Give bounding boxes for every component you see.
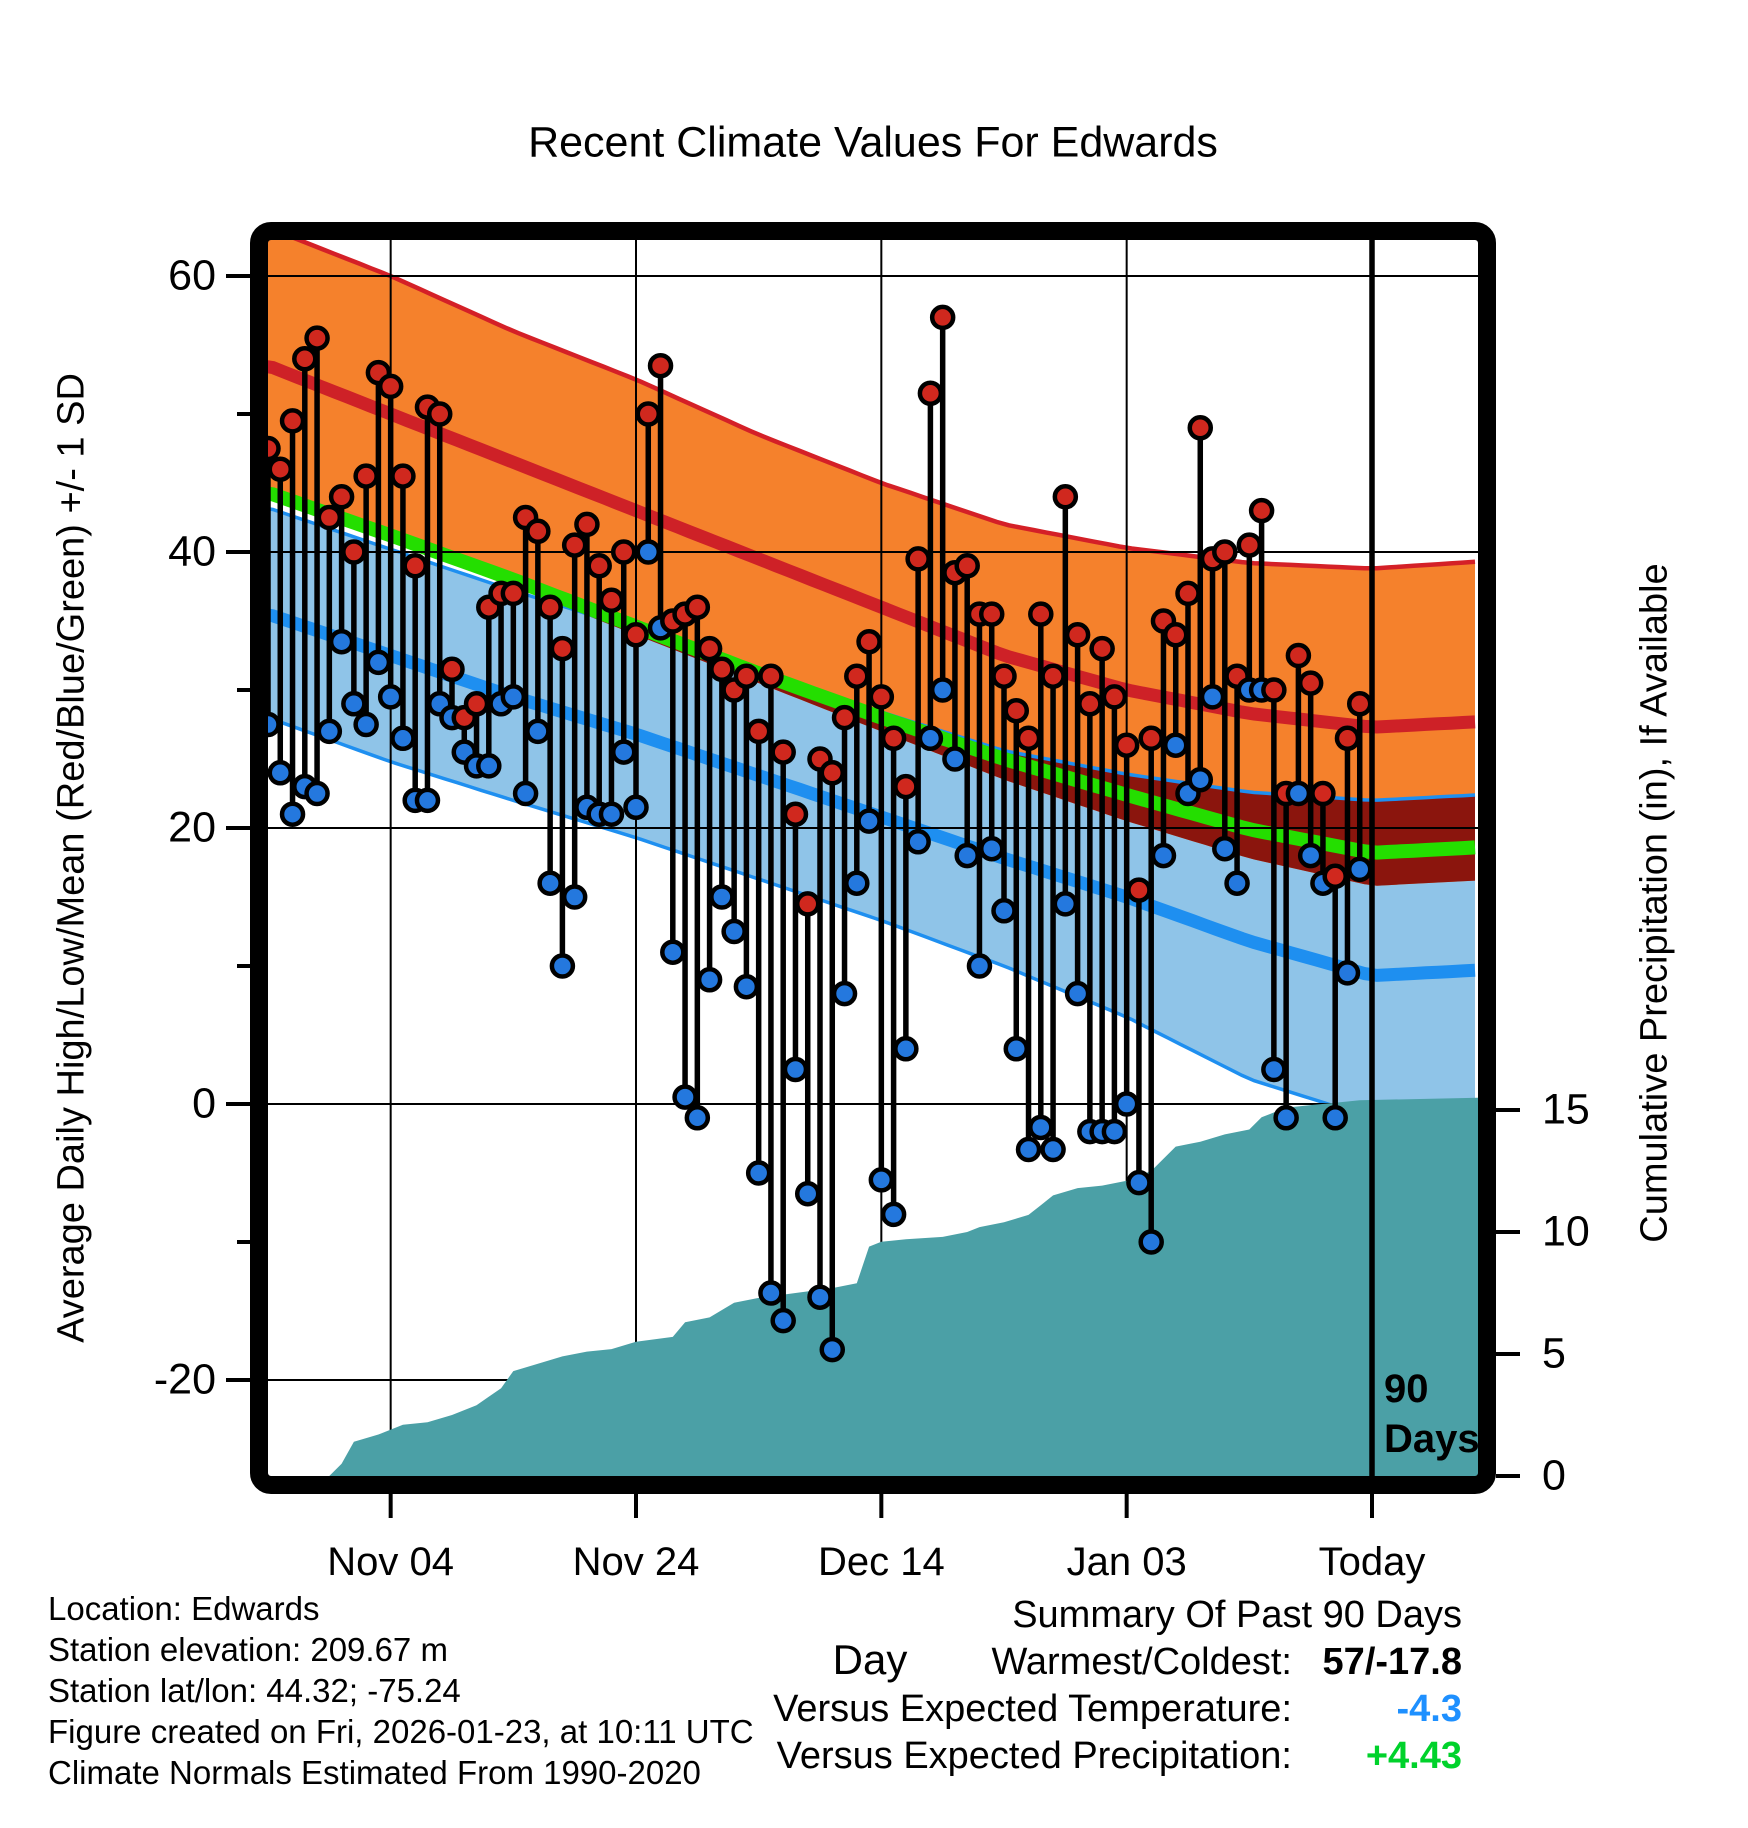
summary-value-vs-temperature: -4.3	[1396, 1688, 1462, 1730]
y-left-tick-label: -20	[153, 1355, 216, 1404]
info-normals-period: Climate Normals Estimated From 1990-2020	[48, 1754, 701, 1791]
cumulative-precip-area	[329, 1097, 1478, 1476]
info-latlon: Station lat/lon: 44.32; -75.24	[48, 1672, 461, 1709]
x-axis-label: Day	[832, 1636, 908, 1683]
chart-title: Recent Climate Values For Edwards	[528, 118, 1218, 167]
info-created: Figure created on Fri, 2026-01-23, at 10…	[48, 1713, 754, 1750]
y-right-tick-label: 0	[1542, 1451, 1566, 1500]
summary-label: Versus Expected Temperature:	[773, 1688, 1292, 1730]
y-right-tick-label: 15	[1542, 1085, 1590, 1134]
summary-value-warmest-coldest: 57/-17.8	[1322, 1641, 1462, 1683]
station-info-block: Location: Edwards Station elevation: 209…	[48, 1588, 754, 1793]
x-tick-label: Dec 14	[817, 1540, 945, 1584]
summary-label: Versus Expected Precipitation:	[776, 1735, 1292, 1777]
summary-title: Summary Of Past 90 Days	[1012, 1594, 1462, 1636]
x-tick-label: Nov 04	[327, 1540, 455, 1584]
y-axis-right-label: Cumulative Precipitation (in), If Availa…	[1633, 563, 1676, 1243]
y-left-tick-label: 0	[192, 1079, 216, 1128]
info-elevation: Station elevation: 209.67 m	[48, 1631, 448, 1668]
x-tick-label: Nov 24	[572, 1540, 700, 1584]
y-left-tick-label: 20	[168, 803, 216, 852]
plot-border	[250, 222, 1496, 1494]
summary-value-vs-precipitation: +4.43	[1365, 1735, 1462, 1777]
summary-row-vs-temperature: Versus Expected Temperature: -4.3	[773, 1686, 1462, 1733]
x-tick-label: Jan 03	[1066, 1540, 1187, 1584]
y-left-tick-label: 40	[168, 527, 216, 576]
summary-row-vs-precipitation: Versus Expected Precipitation: +4.43	[777, 1733, 1462, 1780]
summary-block: Summary Of Past 90 Days Warmest/Coldest:…	[773, 1592, 1462, 1780]
y-right-tick-label: 5	[1542, 1329, 1566, 1378]
ninety-days-annotation: 90	[1384, 1367, 1429, 1411]
summary-label: Warmest/Coldest:	[991, 1641, 1292, 1683]
y-right-tick-label: 10	[1542, 1207, 1590, 1256]
axis-ticks	[226, 274, 1520, 1518]
summary-row-warmest-coldest: Warmest/Coldest: 57/-17.8	[991, 1639, 1462, 1686]
x-tick-label: Today	[1318, 1540, 1426, 1584]
daily-high-low-stems	[268, 304, 1373, 1363]
y-left-tick-label: 60	[168, 251, 216, 300]
info-location: Location: Edwards	[48, 1590, 320, 1627]
ninety-days-annotation: Days	[1384, 1417, 1480, 1461]
y-axis-left-label: Average Daily High/Low/Mean (Red/Blue/Gr…	[50, 373, 93, 1343]
